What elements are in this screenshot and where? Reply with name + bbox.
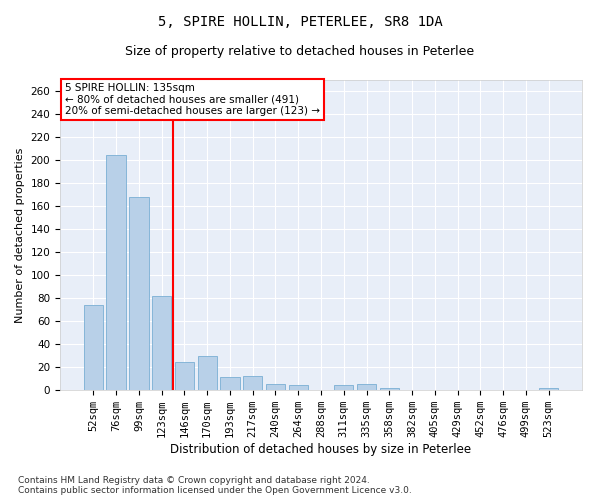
Bar <box>84 305 103 390</box>
Bar <box>380 388 399 390</box>
Bar <box>197 356 217 390</box>
Bar <box>152 296 172 390</box>
Bar <box>539 388 558 390</box>
Text: 5 SPIRE HOLLIN: 135sqm
← 80% of detached houses are smaller (491)
20% of semi-de: 5 SPIRE HOLLIN: 135sqm ← 80% of detached… <box>65 83 320 116</box>
Bar <box>175 362 194 390</box>
Bar <box>220 378 239 390</box>
Bar <box>289 386 308 390</box>
Bar <box>357 384 376 390</box>
Bar <box>129 197 149 390</box>
Y-axis label: Number of detached properties: Number of detached properties <box>15 148 25 322</box>
Bar <box>266 384 285 390</box>
Text: Contains HM Land Registry data © Crown copyright and database right 2024.
Contai: Contains HM Land Registry data © Crown c… <box>18 476 412 495</box>
Bar <box>106 154 126 390</box>
Text: 5, SPIRE HOLLIN, PETERLEE, SR8 1DA: 5, SPIRE HOLLIN, PETERLEE, SR8 1DA <box>158 15 442 29</box>
Bar <box>243 376 262 390</box>
Text: Size of property relative to detached houses in Peterlee: Size of property relative to detached ho… <box>125 45 475 58</box>
Bar <box>334 386 353 390</box>
X-axis label: Distribution of detached houses by size in Peterlee: Distribution of detached houses by size … <box>170 443 472 456</box>
